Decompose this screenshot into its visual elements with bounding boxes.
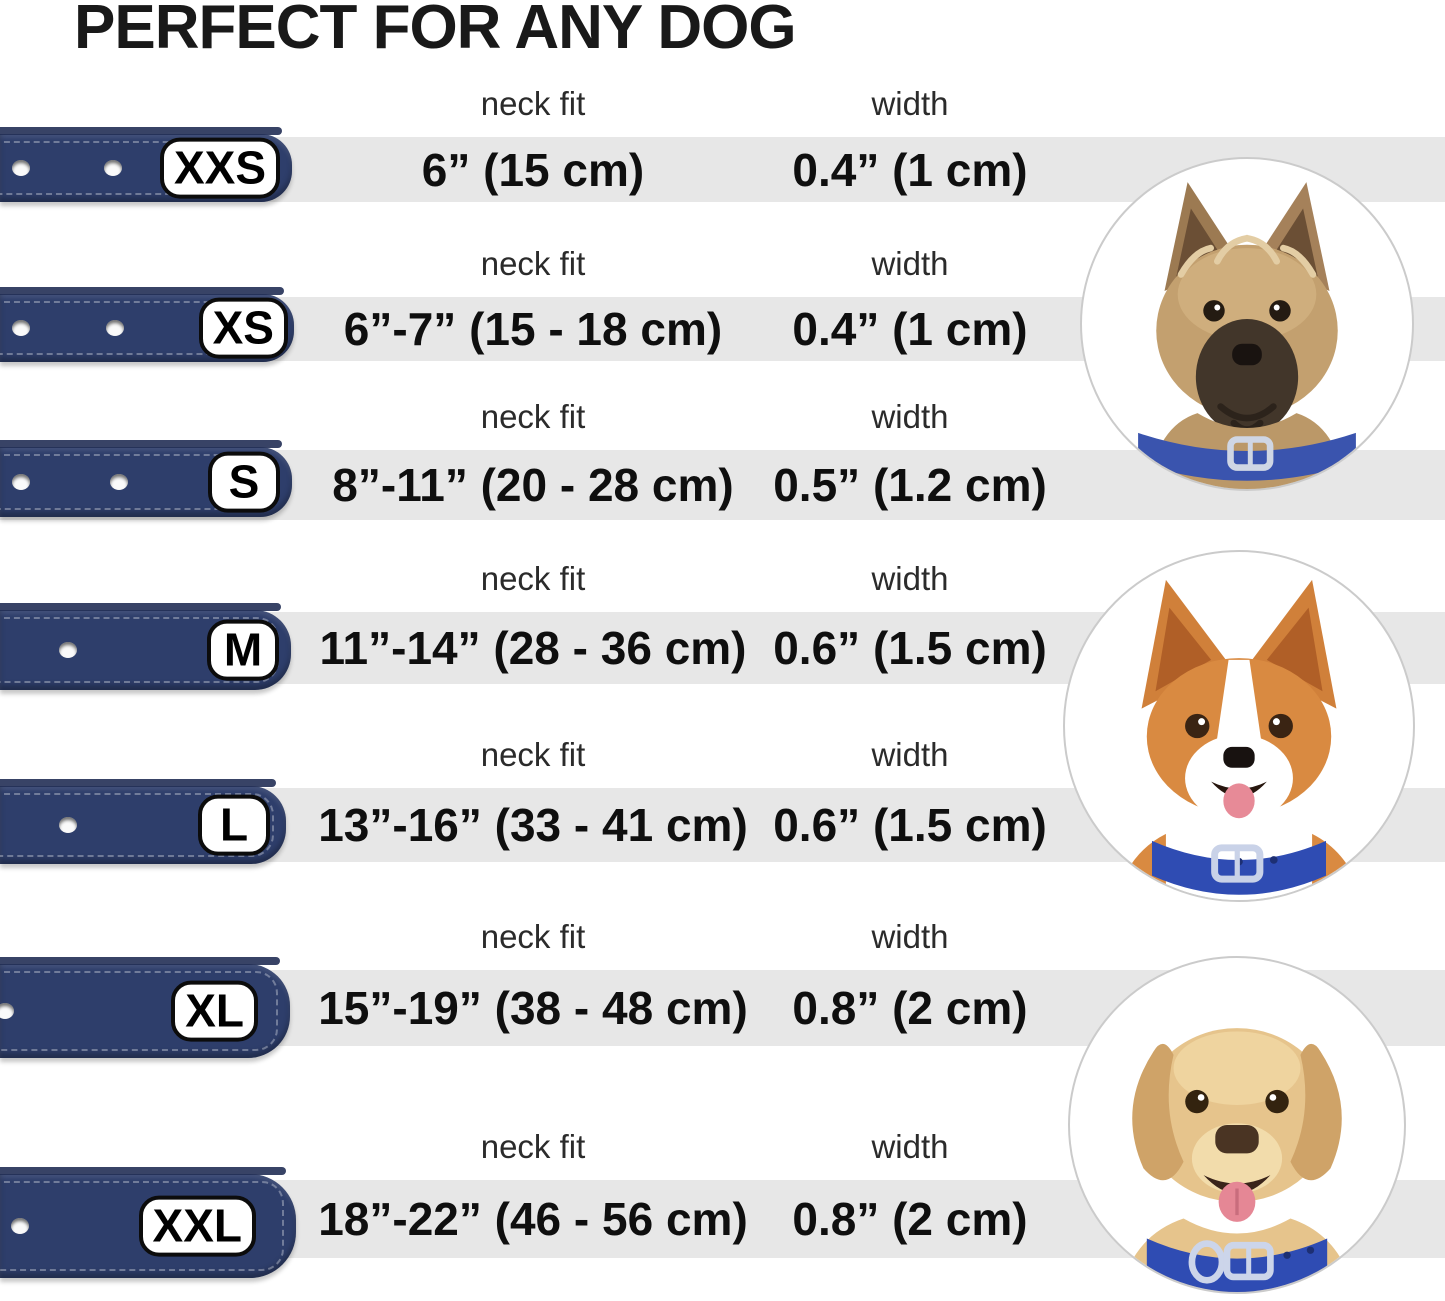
labrador-illustration — [1120, 1028, 1354, 1292]
neck-fit-value: 11”-14” (28 - 36 cm) — [319, 622, 747, 674]
width-value: 0.4” (1 cm) — [792, 143, 1028, 196]
width-header: width — [871, 245, 949, 282]
neck-fit-value: 6”-7” (15 - 18 cm) — [343, 303, 723, 355]
size-tag: L — [198, 794, 270, 856]
labrador-photo — [1068, 956, 1406, 1294]
width-value: 0.6” (1.5 cm) — [773, 622, 1047, 674]
corgi-photo — [1063, 550, 1415, 902]
size-tag: XXL — [138, 1195, 256, 1257]
width-header: width — [871, 1128, 949, 1165]
stitching — [0, 793, 274, 857]
column-headers: neck fit width — [0, 736, 1445, 780]
neck-fit-value: 13”-16” (33 - 41 cm) — [318, 799, 748, 851]
stitching — [0, 1181, 284, 1271]
collar-hole — [104, 160, 122, 176]
width-header: width — [871, 736, 949, 773]
collar-hole — [59, 817, 77, 833]
collar-graphic-xxl: XXL — [0, 1167, 296, 1278]
neck-fit-value: 8”-11” (20 - 28 cm) — [332, 459, 734, 511]
collar-graphic-xxs: XXS — [0, 127, 292, 202]
neck-fit-header: neck fit — [480, 1128, 586, 1165]
width-value: 0.8” (2 cm) — [792, 982, 1028, 1034]
width-value: 0.8” (2 cm) — [792, 1193, 1028, 1245]
column-headers: neck fit width — [0, 398, 1445, 442]
collar-hole — [12, 160, 30, 176]
neck-fit-value: 18”-22” (46 - 56 cm) — [318, 1193, 748, 1245]
terrier-illustration — [1138, 182, 1356, 489]
width-value: 0.4” (1 cm) — [792, 303, 1028, 355]
width-value: 0.6” (1.5 cm) — [773, 799, 1047, 851]
width-header: width — [871, 398, 949, 435]
collar-graphic-xl: XL — [0, 957, 290, 1058]
neck-fit-header: neck fit — [480, 245, 586, 282]
collar-graphic-xs: XS — [0, 287, 294, 362]
collar-hole — [110, 474, 128, 490]
column-headers: neck fit width — [0, 85, 1445, 129]
collar-graphic-l: L — [0, 779, 286, 864]
column-headers: neck fit width — [0, 245, 1445, 289]
width-header: width — [871, 85, 949, 122]
neck-fit-header: neck fit — [480, 918, 586, 955]
page-title: PERFECT FOR ANY DOG — [74, 0, 797, 62]
terrier-photo — [1080, 157, 1414, 491]
width-header: width — [871, 560, 949, 597]
neck-fit-value: 15”-19” (38 - 48 cm) — [318, 982, 748, 1034]
neck-fit-value: 6” (15 cm) — [421, 143, 645, 196]
collar-hole — [106, 320, 124, 336]
column-headers: neck fit width — [0, 1128, 1445, 1172]
neck-fit-header: neck fit — [480, 85, 586, 122]
size-row-xxs: neck fit width XXS 6” (15 cm) 0.4” (1 cm… — [0, 85, 1445, 202]
neck-fit-header: neck fit — [480, 560, 586, 597]
collar-hole — [12, 320, 30, 336]
neck-fit-header: neck fit — [480, 398, 586, 435]
collar-hole — [12, 474, 30, 490]
collar-hole — [11, 1218, 29, 1234]
size-tag: XXS — [159, 137, 280, 199]
column-headers: neck fit width — [0, 560, 1445, 604]
stitching — [0, 971, 278, 1051]
collar-graphic-m: M — [0, 603, 291, 690]
collar-graphic-s: S — [0, 440, 292, 517]
size-tag: XL — [171, 980, 258, 1042]
corgi-illustration — [1117, 579, 1361, 900]
size-tag: XS — [198, 297, 288, 359]
neck-fit-header: neck fit — [480, 736, 586, 773]
size-tag: M — [207, 619, 279, 681]
collar-hole — [59, 642, 77, 658]
size-row-s: neck fit width S 8”-11” (20 - 28 cm) 0.5… — [0, 398, 1445, 520]
column-headers: neck fit width — [0, 918, 1445, 962]
collar-hole — [0, 1003, 14, 1019]
size-tag: S — [208, 451, 280, 513]
width-header: width — [871, 918, 949, 955]
width-value: 0.5” (1.2 cm) — [773, 459, 1047, 511]
